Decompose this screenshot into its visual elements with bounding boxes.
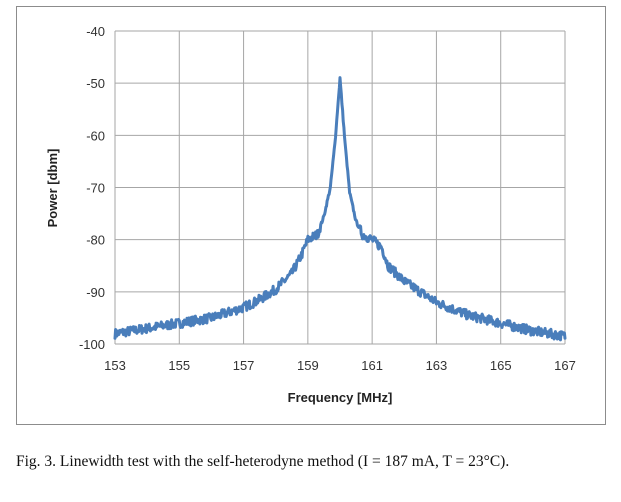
chart-frame	[16, 6, 606, 425]
x-tick-label: 165	[490, 358, 512, 373]
y-tick-label: -50	[86, 76, 105, 91]
linewidth-chart: -40 -50 -60 -70 -80 -90 -100 153 155 157 159 161 16…	[45, 24, 576, 405]
y-tick-label: -70	[86, 181, 105, 196]
x-tick-label: 163	[426, 358, 448, 373]
y-tick-label: -90	[86, 285, 105, 300]
y-tick-label: -100	[79, 337, 105, 352]
x-tick-label: 153	[104, 358, 126, 373]
y-tick-label: -40	[86, 24, 105, 39]
x-tick-label: 159	[297, 358, 319, 373]
figure-caption: Fig. 3. Linewidth test with the self-het…	[16, 453, 510, 470]
y-tick-label: -60	[86, 128, 105, 143]
x-tick-label: 157	[233, 358, 255, 373]
y-tick-label: -80	[86, 233, 105, 248]
x-axis-title: Frequency [MHz]	[288, 390, 393, 405]
y-axis-title: Power [dbm]	[45, 149, 60, 228]
x-tick-label: 167	[554, 358, 576, 373]
x-tick-label: 155	[168, 358, 190, 373]
y-tick-labels: -40 -50 -60 -70 -80 -90 -100	[79, 24, 105, 352]
x-tick-labels: 153 155 157 159 161 163 165 167	[104, 358, 576, 373]
power-spectrum-line	[113, 76, 567, 342]
x-tick-label: 161	[361, 358, 383, 373]
